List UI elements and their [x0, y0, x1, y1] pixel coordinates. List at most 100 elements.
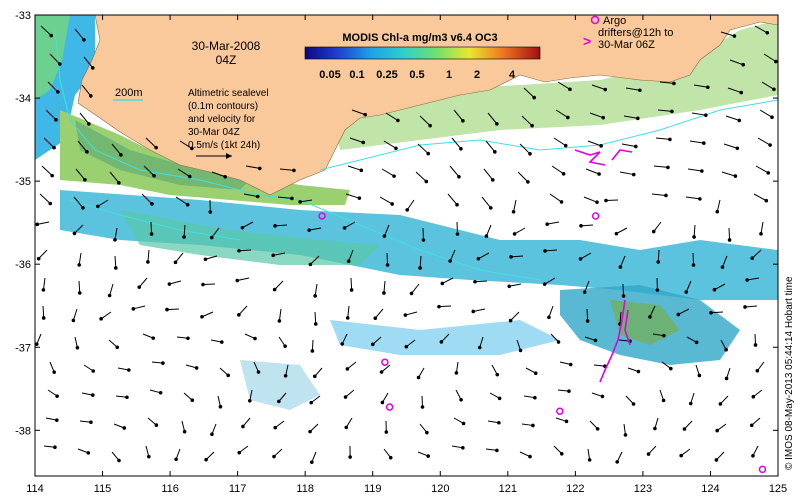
velocity-arrow	[47, 389, 58, 397]
velocity-arrow	[451, 445, 463, 449]
date-label-line1: 30-Mar-2008	[192, 39, 261, 53]
velocity-arrow-head	[210, 432, 214, 437]
velocity-arrow-head	[127, 368, 131, 372]
velocity-arrow-head	[114, 266, 118, 270]
colorbar-tick-label: 0.05	[319, 69, 340, 81]
velocity-arrow	[657, 109, 672, 112]
velocity-arrow-head	[421, 238, 426, 242]
velocity-arrow	[728, 227, 731, 241]
velocity-arrow-head	[72, 231, 77, 236]
velocity-arrow-head	[733, 174, 738, 178]
velocity-arrow-head	[532, 95, 536, 100]
y-axis: -33 -34 -35 -36 -37 -38	[15, 10, 778, 437]
velocity-arrow	[345, 389, 355, 398]
velocity-arrow-head	[182, 429, 187, 434]
velocity-arrow-head	[448, 259, 452, 263]
velocity-arrow	[659, 389, 665, 401]
velocity-arrow	[544, 249, 558, 252]
velocity-arrow	[100, 311, 112, 320]
velocity-arrow-head	[739, 90, 744, 95]
velocity-arrow-head	[201, 282, 205, 287]
velocity-arrow	[491, 364, 498, 375]
velocity-arrow-head	[90, 66, 95, 70]
velocity-arrow-head	[41, 316, 46, 320]
velocity-arrow-head	[497, 396, 502, 401]
velocity-arrow	[381, 364, 391, 373]
sealevel-line: Altimetric sealevel	[188, 88, 269, 99]
velocity-arrow-head	[247, 398, 252, 403]
velocity-arrow	[345, 193, 360, 199]
velocity-arrow-head	[684, 290, 689, 294]
velocity-arrow-head	[86, 451, 91, 455]
velocity-arrow	[97, 199, 109, 207]
velocity-arrow-head	[253, 336, 257, 341]
argo-legend-marker	[590, 15, 600, 25]
sealevel-line: 30-Mar 04Z	[188, 127, 240, 138]
velocity-arrow	[447, 193, 458, 206]
velocity-arrow	[754, 333, 757, 346]
velocity-arrow	[279, 168, 294, 171]
velocity-arrow	[584, 336, 596, 341]
land-mass	[77, 15, 778, 196]
velocity-arrow-head	[706, 85, 710, 90]
velocity-arrow-head	[770, 115, 774, 119]
velocity-arrow-head	[507, 284, 512, 289]
velocity-arrow	[72, 308, 78, 321]
velocity-arrow-head	[204, 457, 208, 462]
x-tick-label: 117	[229, 483, 247, 495]
velocity-arrow	[759, 109, 773, 118]
velocity-arrow	[109, 171, 120, 184]
velocity-arrow-head	[117, 458, 121, 463]
velocity-arrow-head	[655, 288, 660, 292]
velocity-arrow-head	[715, 209, 720, 214]
velocity-arrow	[455, 361, 459, 373]
velocity-arrow	[483, 168, 494, 181]
velocity-arrow	[202, 283, 216, 286]
velocity-arrow-head	[117, 181, 121, 185]
velocity-arrow	[553, 445, 563, 455]
velocity-arrow	[523, 395, 535, 399]
argo-float-marker	[385, 403, 394, 411]
velocity-arrow-head	[676, 312, 681, 317]
velocity-arrow-head	[363, 112, 368, 117]
velocity-arrow-head	[137, 285, 142, 289]
colorbar-tick-label: 4	[509, 69, 516, 81]
velocity-arrow	[752, 389, 763, 398]
velocity-arrow-head	[755, 368, 760, 373]
velocity-arrow	[219, 367, 229, 376]
velocity-arrow	[300, 199, 313, 203]
velocity-arrow	[177, 168, 191, 177]
velocity-arrow	[721, 171, 736, 177]
velocity-arrow	[278, 308, 282, 321]
velocity-arrow	[242, 417, 251, 427]
velocity-arrow-head	[568, 87, 572, 92]
argo-float-marker	[758, 465, 767, 474]
date-label-line2: 04Z	[216, 53, 237, 67]
velocity-arrow-head	[49, 33, 54, 38]
y-tick-label: -36	[15, 259, 31, 271]
colorbar-gradient	[304, 46, 541, 60]
velocity-arrow-head	[595, 200, 599, 204]
velocity-arrow	[383, 224, 390, 237]
velocity-arrow	[619, 171, 634, 176]
velocity-arrow	[521, 115, 533, 127]
velocity-arrow	[586, 308, 589, 322]
argo-tracks	[574, 149, 633, 383]
velocity-arrow-head	[208, 210, 213, 214]
velocity-arrow	[211, 171, 226, 178]
velocity-arrow	[237, 277, 250, 282]
velocity-arrow-head	[566, 115, 570, 120]
velocity-arrow	[379, 196, 393, 205]
velocity-arrow	[309, 227, 322, 231]
velocity-arrow-head	[542, 282, 547, 286]
velocity-arrow	[438, 305, 452, 308]
velocity-arrow-head	[651, 229, 656, 234]
velocity-arrow	[111, 143, 122, 156]
velocity-arrow-head	[737, 118, 742, 123]
velocity-arrow	[559, 361, 571, 365]
velocity-arrow-head	[99, 317, 103, 321]
credit-text: © IMOS 08-May-2013 05:44:14 Hobart time	[784, 276, 795, 470]
velocity-arrow-head	[585, 319, 590, 323]
velocity-arrow-head	[698, 197, 702, 201]
